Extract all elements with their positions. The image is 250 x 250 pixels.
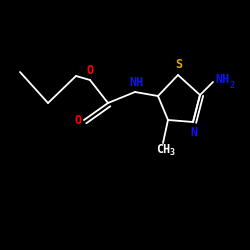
Text: 2: 2 — [230, 81, 234, 90]
Text: CH: CH — [156, 143, 170, 156]
Text: N: N — [191, 126, 198, 138]
Text: NH: NH — [129, 76, 144, 88]
Text: S: S — [176, 58, 183, 71]
Text: NH: NH — [216, 73, 230, 86]
Text: O: O — [74, 114, 81, 126]
Text: O: O — [86, 64, 94, 76]
Text: 3: 3 — [169, 148, 174, 157]
